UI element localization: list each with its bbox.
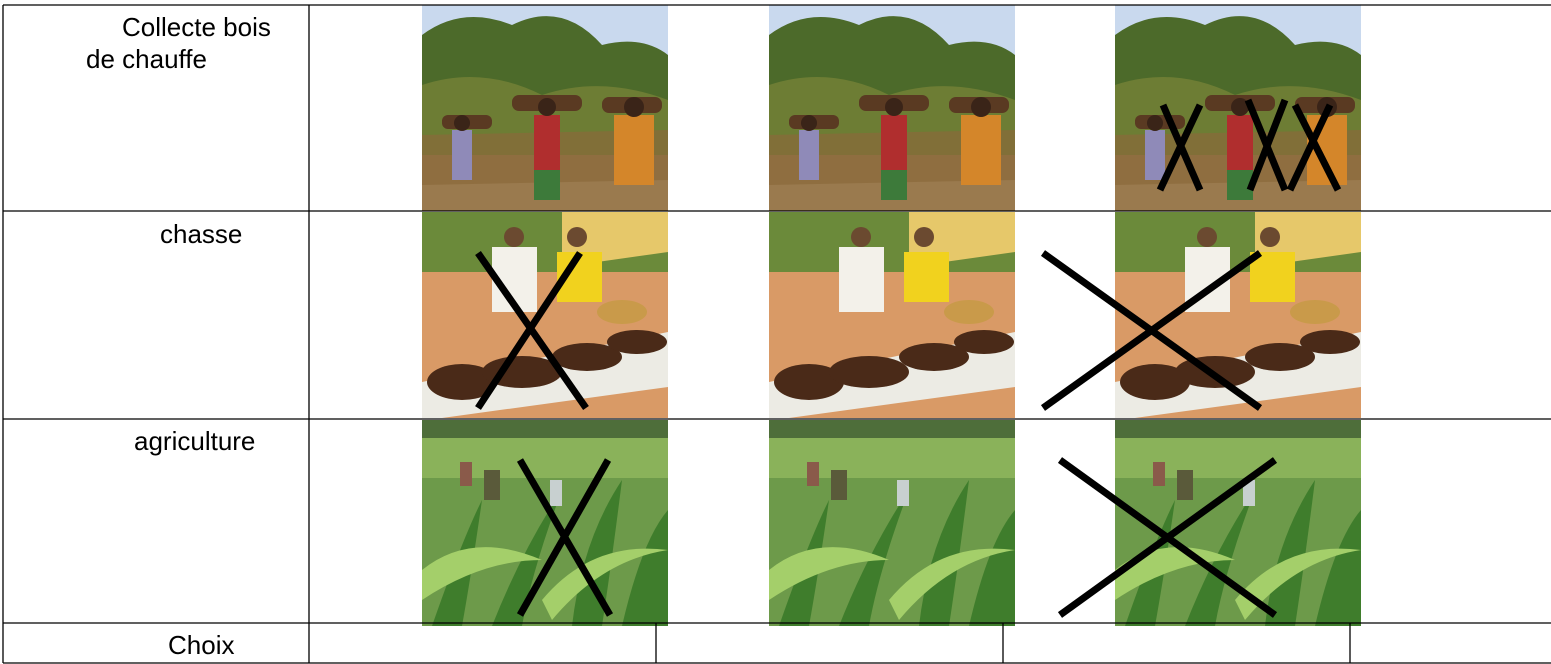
row-label: Choix — [168, 630, 235, 660]
row-label: Collecte bois de chauffe — [86, 12, 271, 74]
row-label: agriculture — [134, 426, 256, 456]
row-label: chasse — [160, 219, 243, 249]
